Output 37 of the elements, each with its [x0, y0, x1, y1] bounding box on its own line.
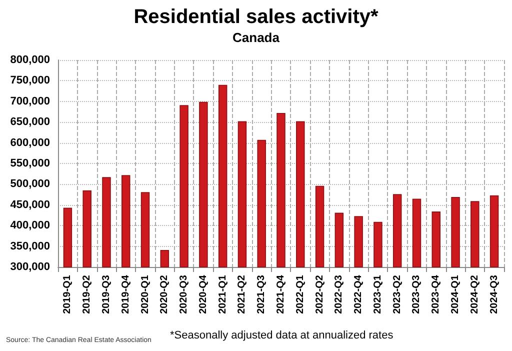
y-tick-label: 600,000: [10, 136, 50, 149]
x-tick-label: 2023-Q4: [430, 274, 442, 314]
x-tick-label: 2019-Q1: [62, 274, 74, 314]
x-tick-label: 2021-Q1: [217, 274, 228, 314]
x-tick-label: 2020-Q4: [198, 274, 209, 314]
y-tick-label: 700,000: [10, 95, 50, 108]
x-tick-label: 2021-Q4: [276, 274, 286, 314]
x-tick-label: 2023-Q2: [392, 274, 403, 314]
x-tick-label: 2021-Q3: [256, 274, 268, 314]
y-tick-label: 350,000: [10, 240, 50, 252]
y-tick-label: 450,000: [10, 198, 50, 211]
y-tick-label: 750,000: [10, 74, 50, 87]
x-tick-label: 2022-Q2: [314, 274, 326, 314]
chart-subtitle: Canada: [232, 30, 280, 45]
y-tick-label: 550,000: [10, 158, 50, 170]
x-tick-label: 2021-Q2: [236, 274, 248, 314]
x-tick-label: 2019-Q3: [100, 274, 112, 314]
y-tick-label: 650,000: [10, 116, 50, 128]
x-tick-label: 2024-Q3: [488, 274, 500, 314]
x-tick-label: 2024-Q1: [450, 274, 462, 314]
x-tick-label: 2024-Q2: [469, 274, 480, 314]
x-tick-label: 2023-Q1: [372, 274, 384, 314]
x-tick-label: 2020-Q1: [140, 274, 151, 314]
chart-title: Residential sales activity*: [134, 6, 378, 28]
x-tick-label: 2022-Q1: [294, 274, 306, 314]
x-tick-label: 2020-Q2: [159, 274, 170, 314]
x-tick-label: 2019-Q2: [82, 274, 93, 314]
text: *Seasonally adjusted data at annualized rates: [170, 330, 394, 342]
x-tick-label: 2023-Q3: [411, 274, 422, 314]
y-tick-label: 800,000: [10, 54, 50, 66]
x-tick-label: 2020-Q3: [178, 274, 190, 314]
y-tick-label: 400,000: [10, 220, 50, 232]
y-tick-label: 300,000: [10, 261, 50, 273]
x-tick-label: 2022-Q3: [334, 274, 345, 314]
x-tick-label: 2019-Q4: [120, 274, 132, 314]
y-tick-label: 500,000: [10, 178, 50, 190]
x-tick-label: 2022-Q4: [353, 274, 364, 314]
